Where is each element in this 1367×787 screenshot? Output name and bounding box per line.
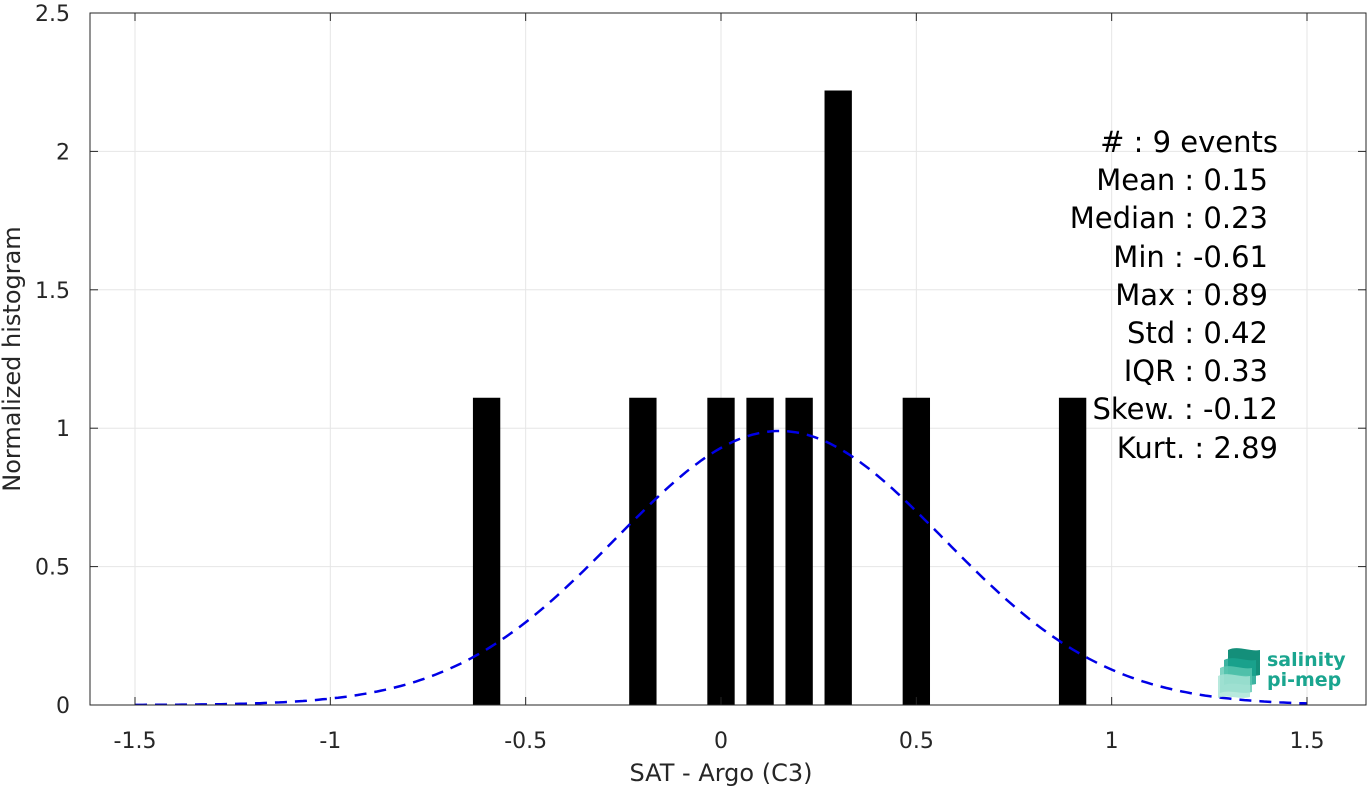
histogram-bar [629,397,657,705]
x-axis-ticks: -1.5 -1 -0.5 0 0.5 1 1.5 [114,13,1325,754]
stat-kurt: Kurt. : 2.89 [1117,431,1278,465]
stat-iqr: IQR : 0.33 [1124,354,1268,388]
wave-logo-icon [1218,648,1260,698]
histogram-bar [1058,397,1087,705]
histogram-bars [472,90,1087,705]
stat-median: Median : 0.23 [1070,201,1268,235]
stat-min: Min : -0.61 [1113,240,1268,274]
y-axis-label: Normalized histogram [0,226,26,491]
x-tick-label: -1.5 [114,729,157,754]
stat-count: # : 9 events [1100,125,1278,159]
y-tick-label: 2.5 [35,2,70,27]
salinity-pimep-logo: salinity pi-mep [1218,648,1346,698]
stat-max: Max : 0.89 [1115,278,1268,312]
axes-frame [89,12,1367,706]
y-tick-label: 0 [56,694,70,719]
fit-curve-line [135,429,1308,705]
y-tick-label: 1 [56,417,70,442]
y-tick-label: 1.5 [35,279,70,304]
y-tick-label: 0.5 [35,556,70,581]
x-tick-label: 1 [1105,729,1119,754]
x-axis-label: SAT - Argo (C3) [630,759,813,787]
histogram-bar [472,397,501,705]
x-tick-label: 0 [714,729,728,754]
statistics-box: # : 9 events Mean : 0.15 Median : 0.23 M… [1070,125,1278,465]
stat-skew: Skew. : -0.12 [1092,392,1278,426]
logo-line2: pi-mep [1267,669,1341,691]
y-axis-ticks: 0 0.5 1 1.5 2 2.5 [35,2,1366,719]
gaussian-fit [135,429,1308,705]
plot-border [89,12,1367,706]
stat-mean: Mean : 0.15 [1096,163,1268,197]
logo-line1: salinity [1267,649,1346,671]
x-tick-label: 0.5 [899,729,934,754]
y-tick-label: 2 [56,140,70,165]
histogram-bar [746,397,774,705]
histogram-bar [824,90,852,705]
x-tick-label: -1 [319,729,341,754]
histogram-bar [902,397,931,705]
x-tick-label: -0.5 [504,729,547,754]
histogram-bar [785,397,813,705]
stat-std: Std : 0.42 [1127,316,1268,350]
x-tick-label: 1.5 [1290,729,1325,754]
